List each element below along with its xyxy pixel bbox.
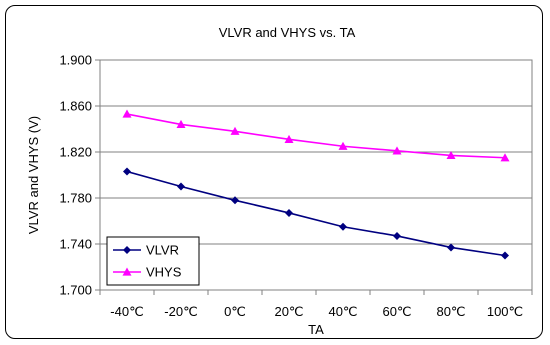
legend-label-vhys: VHYS	[146, 265, 182, 280]
x-tick-label: 60℃	[382, 304, 411, 319]
chart-title: VLVR and VHYS vs. TA	[219, 25, 356, 40]
data-point-vhys	[338, 141, 348, 150]
legend-label-vlvr: VLVR	[146, 243, 179, 258]
x-axis-ticks: -40℃ -20℃ 0℃ 20℃ 40℃ 60℃ 80℃ 100℃	[99, 290, 533, 319]
data-point-vhys	[500, 153, 510, 162]
data-point-vhys	[392, 146, 402, 155]
legend-marker-vhys	[122, 267, 132, 276]
y-tick-label: 1.820	[59, 145, 92, 160]
legend: VLVR VHYS	[106, 236, 200, 286]
x-tick-label: -40℃	[110, 304, 143, 319]
x-tick-label: 20℃	[274, 304, 303, 319]
series-line-vhys	[126, 113, 506, 159]
data-point-vhys	[176, 119, 186, 128]
y-tick-label: 1.900	[59, 53, 92, 68]
x-tick-label: 100℃	[487, 304, 523, 319]
x-tick-label: 0℃	[224, 304, 246, 319]
data-point-vhys	[446, 150, 456, 160]
y-tick-label: 1.780	[59, 191, 92, 206]
data-point-vhys	[284, 134, 294, 143]
data-point-vlvr	[177, 182, 185, 191]
series-line-vlvr	[126, 170, 506, 257]
y-axis-title: VLVR and VHYS (V)	[26, 116, 41, 234]
data-point-vlvr	[285, 208, 293, 217]
legend-box	[106, 236, 200, 286]
x-tick-label: -20℃	[164, 304, 197, 319]
data-point-vlvr	[393, 231, 401, 240]
data-point-vhys	[122, 109, 132, 118]
x-axis-title: TA	[308, 322, 324, 337]
y-tick-label: 1.700	[59, 283, 92, 298]
x-tick-label: 80℃	[436, 304, 465, 319]
data-point-vlvr	[123, 167, 131, 176]
y-axis-ticks: 1.700 1.740 1.780 1.820 1.860 1.900	[59, 53, 100, 298]
data-point-vlvr	[447, 243, 455, 252]
data-point-vlvr	[501, 251, 509, 260]
y-tick-label: 1.860	[59, 99, 92, 114]
series-group	[122, 109, 510, 260]
x-tick-label: 40℃	[328, 304, 357, 319]
y-tick-label: 1.740	[59, 237, 92, 252]
data-point-vlvr	[231, 196, 239, 205]
data-point-vlvr	[339, 222, 347, 231]
legend-marker-vlvr	[123, 246, 131, 254]
data-point-vhys	[230, 126, 240, 135]
